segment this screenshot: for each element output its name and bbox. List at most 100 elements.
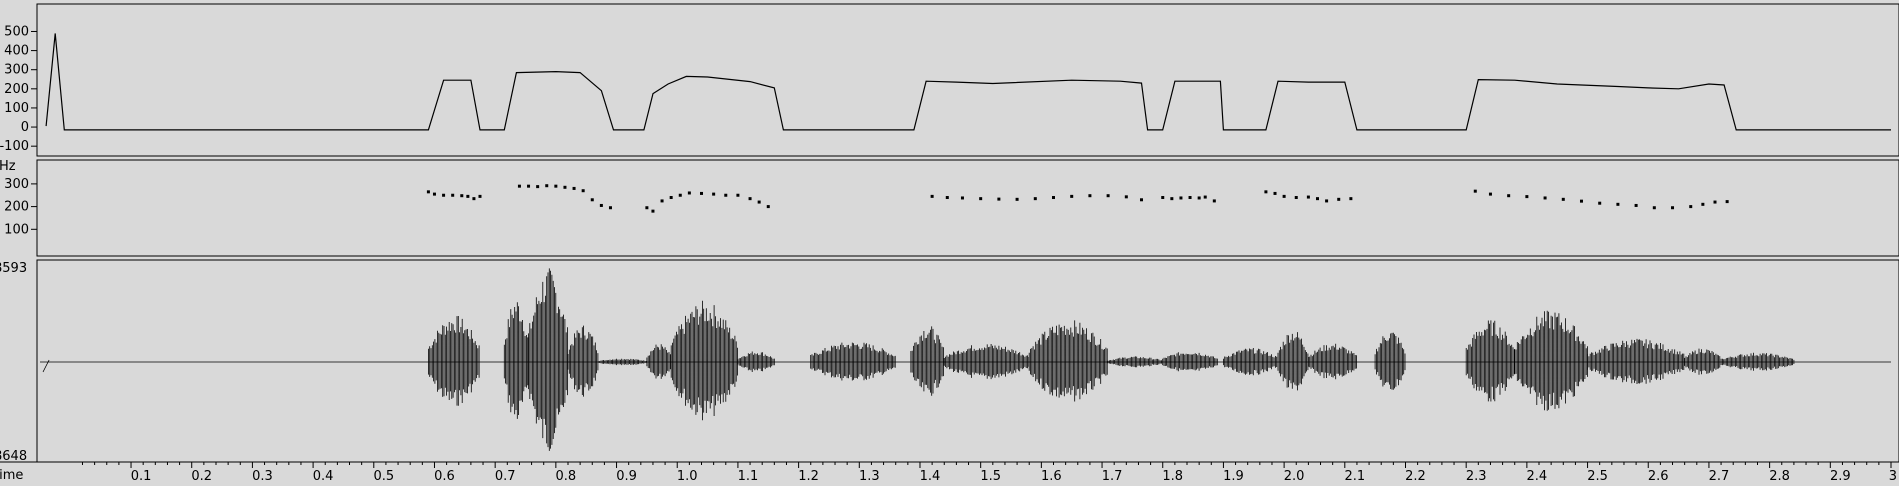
pitch-point [712,192,716,196]
pitch-point [426,190,430,194]
pitch-panel[interactable] [36,159,1899,257]
pitch-point [700,191,704,195]
time-tick-label: 2.0 [1284,469,1305,484]
contour-panel[interactable] [36,3,1899,157]
contour-y-tick-label: 100 [4,101,29,116]
pitch-y-tick-label: 100 [4,222,29,237]
pitch-point [766,205,770,209]
pitch-point [678,193,682,197]
time-tick-label: 1.0 [677,469,698,484]
pitch-point [669,196,673,200]
time-tick-label: 1.9 [1223,469,1244,484]
pitch-y-axis: 300 200 100 [4,177,37,237]
waveform-trace [40,268,1891,451]
pitch-point [1106,194,1110,198]
pitch-point [1337,197,1341,201]
pitch-point [1033,197,1037,201]
time-tick-label: 2.8 [1769,469,1790,484]
pitch-point [1088,194,1092,198]
pitch-point [1561,197,1565,201]
time-tick-label: 1.5 [980,469,1001,484]
pitch-point [1725,200,1729,204]
pitch-point [545,184,549,188]
pitch-point [1264,190,1268,194]
pitch-point [757,200,761,204]
pitch-point [563,185,567,189]
time-tick-label: 1.1 [738,469,759,484]
time-tick-label: 0.9 [616,469,637,484]
pitch-point [736,193,740,197]
pitch-point [1349,197,1353,201]
pitch-point [1282,194,1286,198]
pitch-point [1488,192,1492,196]
pitch-point [1212,199,1216,203]
time-tick-label: 2.7 [1709,469,1730,484]
time-tick-label: 1.7 [1102,469,1123,484]
time-tick-label: 1.3 [859,469,880,484]
pitch-point [451,193,455,197]
pitch-point [1294,196,1298,200]
pitch-point [660,199,664,203]
pitch-point [1325,199,1329,203]
pitch-point [1598,201,1602,205]
pitch-point [724,193,728,197]
pitch-point [1179,196,1183,200]
pitch-point [432,192,436,196]
pitch-point [1473,189,1477,193]
time-axis-label: time [0,468,23,483]
time-tick-label: 1.4 [920,469,941,484]
pitch-y-tick-label: 200 [4,200,29,215]
pitch-point [945,196,949,200]
pitch-point [1124,195,1128,199]
time-tick-label: 1.6 [1041,469,1062,484]
contour-y-tick-label: -100 [0,139,29,154]
pitch-point [1161,196,1165,200]
contour-y-tick-label: 400 [4,44,29,59]
time-tick-label: 0.3 [252,469,273,484]
time-tick-label: 0.7 [495,469,516,484]
time-tick-label: 2.6 [1648,469,1669,484]
time-tick-label: 0.8 [556,469,577,484]
waveform-path [40,268,1891,451]
pitch-point [960,196,964,200]
pitch-point [1652,206,1656,210]
pitch-point [590,198,594,202]
pitch-point [1634,203,1638,207]
time-axis-bar [0,462,1899,486]
pitch-y-tick-label: 300 [4,177,29,192]
contour-y-axis: 500 400 300 200 100 0 -100 [0,24,37,154]
time-tick-label: 2.9 [1830,469,1851,484]
pitch-point [979,197,983,201]
contour-line [45,33,1891,131]
pitch-point [472,197,476,201]
time-tick-label: 1.8 [1162,469,1183,484]
pitch-point [1671,206,1675,210]
pitch-point [478,194,482,198]
pitch-point [645,206,649,210]
contour-y-tick-label: 0 [21,120,29,135]
time-tick-label: 0.2 [191,469,212,484]
pitch-point [442,193,446,197]
pitch-point [1188,196,1192,200]
time-tick-label: 2.2 [1405,469,1426,484]
pitch-point [1070,194,1074,198]
pitch-point [460,194,464,198]
pitch-point [1543,196,1547,200]
pitch-point [1197,196,1201,200]
pitch-unit-label: Hz [0,159,16,174]
time-tick-label: 2.5 [1587,469,1608,484]
waveform-min-label: 8648 [0,449,27,464]
time-tick-label: 2.3 [1466,469,1487,484]
pitch-point [997,197,1001,201]
pitch-point [1306,195,1310,199]
pitch-point [1525,195,1529,199]
contour-y-tick-label: 300 [4,63,29,78]
contour-y-tick-label: 500 [4,24,29,39]
time-tick-label: 0.4 [313,469,334,484]
pitch-point [536,185,540,189]
pitch-point [1015,197,1019,201]
pitch-point [1507,194,1511,198]
pitch-point [1139,198,1143,202]
time-tick-label: 0.6 [434,469,455,484]
